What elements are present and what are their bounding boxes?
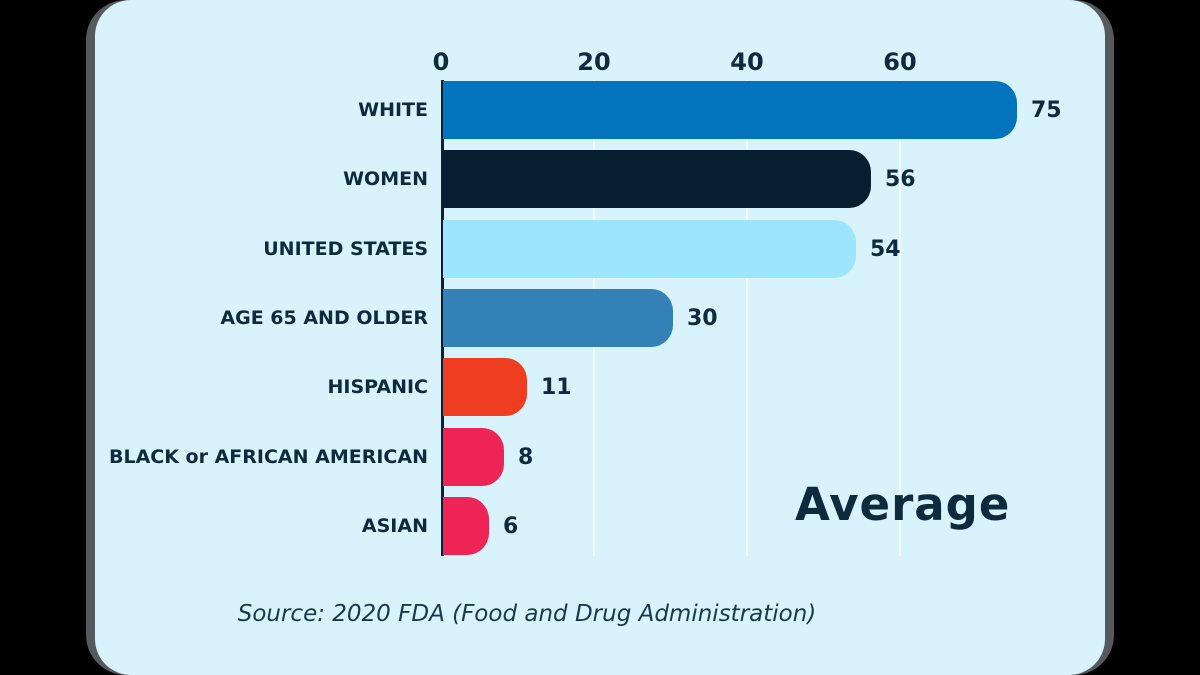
category-label: AGE 65 AND OLDER <box>220 306 428 329</box>
x-tick-label: 40 <box>730 48 764 76</box>
category-label: BLACK or AFRICAN AMERICAN <box>108 445 428 468</box>
gridline <box>899 80 901 556</box>
source-note: Source: 2020 FDA (Food and Drug Administ… <box>237 601 817 627</box>
bar <box>443 150 871 209</box>
chart-title: Average <box>795 478 1011 531</box>
bar <box>443 219 856 278</box>
value-label: 6 <box>503 513 519 539</box>
x-tick-label: 20 <box>577 48 611 76</box>
bar <box>443 288 673 347</box>
value-label: 11 <box>541 375 572 401</box>
chart-panel: 0 20 40 60 WHITE 75 WOMEN 56 UNITED STATES 54 AGE… <box>95 0 1105 675</box>
bar <box>443 496 489 555</box>
value-label: 54 <box>870 236 901 262</box>
gridline <box>746 80 748 556</box>
category-label: WHITE <box>358 99 428 121</box>
bar <box>443 427 504 486</box>
value-label: 8 <box>518 444 534 470</box>
x-tick-label: 60 <box>883 48 917 76</box>
value-label: 75 <box>1031 98 1062 123</box>
value-label: 30 <box>687 305 718 331</box>
category-label: UNITED STATES <box>263 237 428 260</box>
category-label: HISPANIC <box>327 376 428 399</box>
category-label: ASIAN <box>361 514 428 537</box>
category-label: WOMEN <box>343 168 428 191</box>
x-tick-label: 0 <box>432 48 450 76</box>
y-axis-line <box>441 80 444 556</box>
bar <box>443 81 1017 139</box>
value-label: 56 <box>885 167 916 193</box>
bar <box>443 358 527 417</box>
